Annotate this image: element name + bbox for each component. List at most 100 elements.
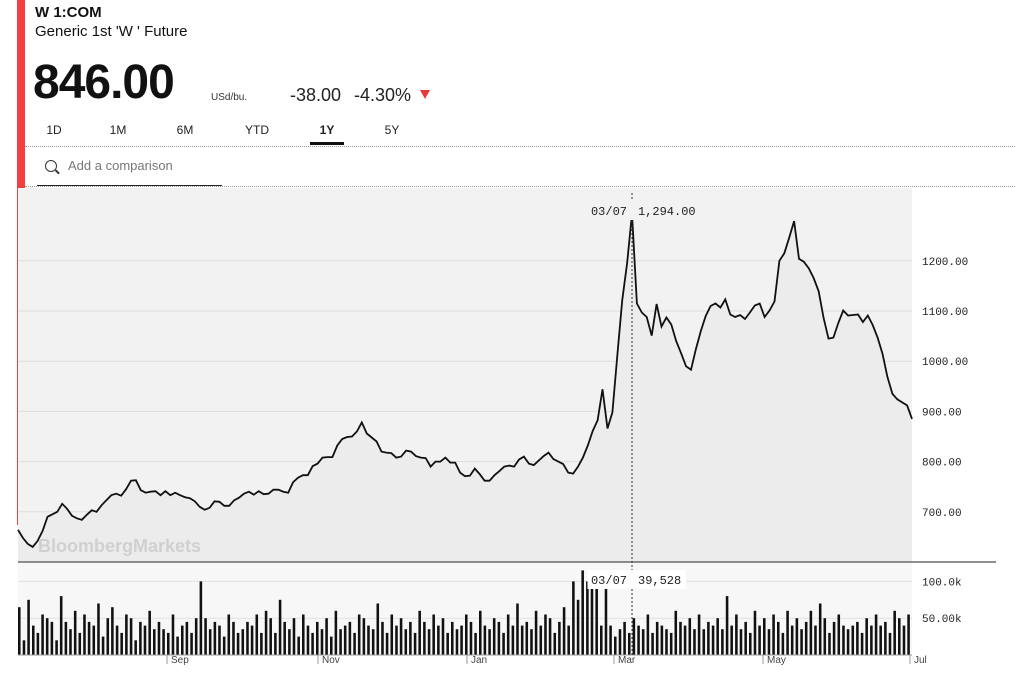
range-tab-5y[interactable]: 5Y	[384, 123, 400, 137]
volume-bar	[721, 629, 724, 655]
range-tab-1d[interactable]: 1D	[46, 123, 62, 137]
volume-bar	[618, 629, 622, 655]
volume-bar	[148, 610, 151, 655]
comparison-input[interactable]	[68, 158, 218, 173]
volume-bar	[576, 599, 580, 655]
volume-bar	[567, 625, 570, 655]
volume-bar	[688, 618, 692, 655]
volume-bar	[97, 603, 100, 655]
price-line	[17, 213, 913, 549]
volume-bar	[59, 596, 63, 655]
volume-bar	[437, 625, 440, 655]
volume-bar	[725, 596, 729, 655]
price-tick-label: 700.00	[922, 508, 962, 520]
volume-bar	[511, 625, 515, 655]
volume-bar	[707, 621, 710, 655]
range-tab-1m[interactable]: 1M	[109, 123, 127, 137]
ticker-symbol: W 1:COM	[35, 4, 102, 21]
volume-bar	[348, 621, 352, 655]
volume-bar	[641, 629, 645, 655]
range-tab-6m[interactable]: 6M	[176, 123, 194, 137]
volume-bar	[413, 632, 417, 655]
down-arrow-icon	[420, 90, 430, 99]
volume-bar	[846, 629, 850, 655]
volume-bar	[106, 618, 110, 655]
volume-bar	[283, 621, 286, 655]
volume-bar	[767, 629, 771, 655]
volume-bar	[837, 614, 841, 655]
volume-bar	[637, 625, 640, 655]
volume-bar	[399, 618, 403, 655]
volume-bar	[898, 618, 901, 655]
volume-bar	[409, 621, 412, 655]
volume-bar	[306, 625, 310, 655]
volume-bar	[432, 614, 435, 655]
volume-bar	[22, 640, 26, 655]
volume-bar	[325, 618, 328, 655]
volume-bar	[623, 621, 626, 655]
volume-bar	[814, 625, 817, 655]
volume-bar	[73, 610, 77, 655]
volume-tooltip-value: 39,528	[638, 574, 681, 588]
x-tick-label: Nov	[322, 655, 340, 666]
volume-tooltip: 03/07 39,528	[587, 570, 686, 589]
volume-bar	[139, 621, 142, 655]
volume-bar	[651, 632, 654, 655]
x-tick-label: Mar	[618, 655, 636, 666]
price-unit: USd/bu.	[211, 92, 248, 103]
volume-bar	[274, 632, 277, 655]
volume-bar	[101, 636, 105, 655]
volume-bar	[260, 632, 263, 655]
range-tab-1y[interactable]: 1Y	[319, 123, 335, 137]
volume-bar	[446, 632, 449, 655]
volume-bar	[874, 614, 878, 655]
volume-bar	[530, 629, 533, 655]
volume-bar	[227, 614, 231, 655]
volume-bar	[320, 629, 324, 655]
volume-bar	[185, 621, 189, 655]
volume-bar	[553, 632, 557, 655]
price-tick-label: 900.00	[922, 407, 962, 419]
volume-bar	[395, 625, 398, 655]
volume-bar	[390, 614, 394, 655]
volume-bar	[32, 625, 35, 655]
volume-bar	[362, 618, 366, 655]
volume-bar	[777, 621, 780, 655]
volume-bar	[711, 625, 715, 655]
volume-bar	[181, 625, 184, 655]
volume-bar	[809, 610, 813, 655]
volume-bar	[246, 621, 249, 655]
volume-bar	[665, 629, 668, 655]
volume-tooltip-date: 03/07	[591, 574, 627, 588]
volume-bar	[842, 625, 845, 655]
volume-bar	[134, 640, 137, 655]
volume-bar	[506, 614, 510, 655]
volume-bar	[441, 618, 445, 655]
instrument-name: Generic 1st 'W ' Future	[35, 23, 188, 40]
volume-bar	[763, 618, 766, 655]
volume-bar	[660, 625, 664, 655]
volume-bar	[69, 629, 72, 655]
volume-bar	[772, 614, 775, 655]
volume-bar	[427, 629, 431, 655]
range-tab-ytd[interactable]: YTD	[245, 123, 269, 137]
volume-bar	[548, 618, 552, 655]
volume-bar	[483, 625, 487, 655]
volume-bar	[781, 632, 785, 655]
volume-bar	[628, 632, 631, 655]
chart-top-divider	[25, 186, 1015, 187]
volume-bar	[716, 618, 719, 655]
volume-bar	[167, 632, 170, 655]
volume-bar	[879, 625, 882, 655]
x-tick-label: Jan	[471, 655, 487, 666]
comparison-search[interactable]	[37, 152, 222, 186]
volume-bar	[702, 629, 706, 655]
volume-bar	[502, 632, 505, 655]
volume-bar	[469, 621, 473, 655]
volume-bar	[153, 629, 156, 655]
volume-bar	[302, 614, 305, 655]
volume-bar	[851, 625, 855, 655]
volume-bar	[404, 629, 408, 655]
volume-bar	[614, 636, 617, 655]
